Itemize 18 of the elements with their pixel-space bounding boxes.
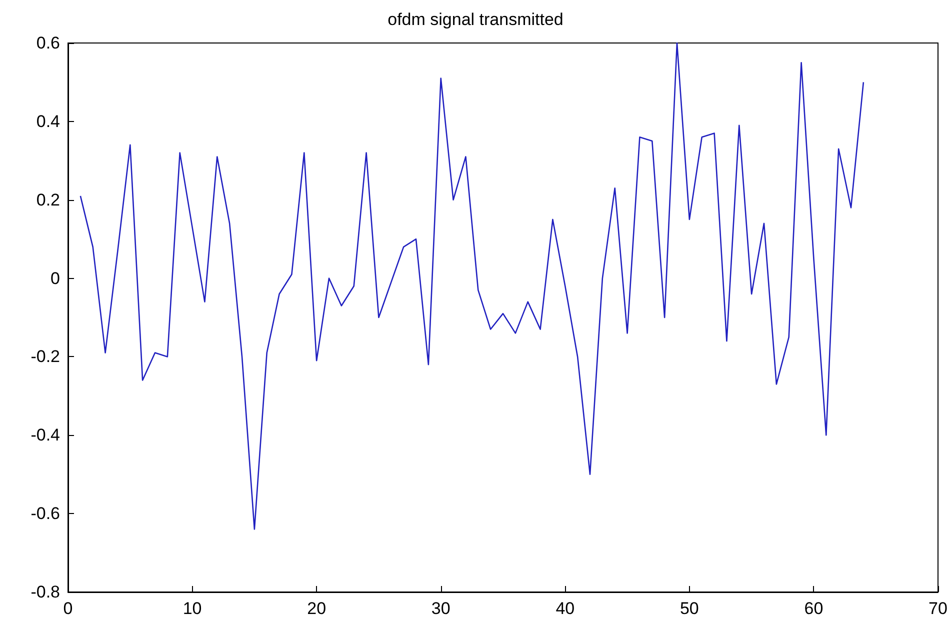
y-tick-label: -0.6 (30, 504, 60, 524)
y-tick-label: -0.2 (30, 347, 60, 366)
y-tick-label: -0.4 (30, 426, 60, 445)
x-tick-label: 30 (431, 599, 450, 618)
y-tick-label: -0.8 (30, 582, 60, 602)
x-tick-label: 40 (556, 599, 575, 618)
y-tick-label: 0 (50, 268, 60, 288)
x-tick-label: 70 (928, 599, 948, 618)
x-tick-label: 60 (804, 599, 824, 618)
x-tick-label: 0 (63, 599, 73, 618)
x-tick-label: 10 (182, 599, 202, 618)
y-tick-label: 0.2 (36, 190, 60, 210)
x-tick-label: 50 (680, 599, 699, 618)
chart-title: ofdm signal transmitted (388, 10, 564, 29)
line-series (80, 42, 864, 530)
y-tick-label: 0.6 (36, 34, 60, 52)
y-tick-label: 0.4 (36, 112, 60, 131)
x-tick-label: 20 (307, 599, 326, 618)
